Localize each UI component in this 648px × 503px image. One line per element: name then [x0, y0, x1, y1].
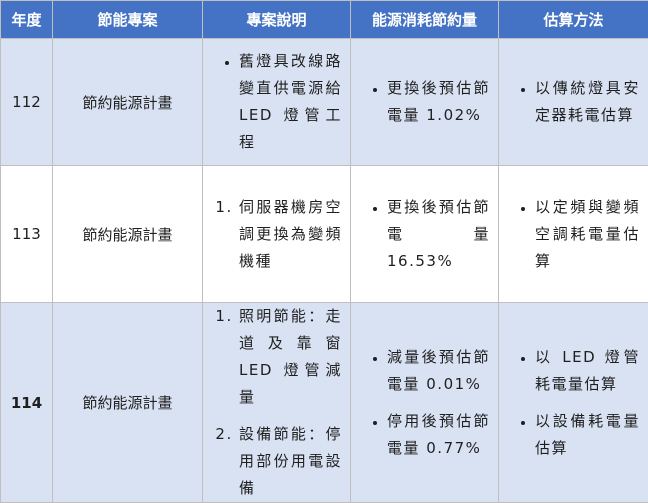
- description-cell: 照明節能：走道及靠窗 LED 燈管減量設備節能：停用部份用電設備: [203, 303, 351, 503]
- year-cell: 113: [1, 166, 53, 303]
- plan-cell: 節約能源計畫: [53, 303, 203, 503]
- header-cell: 專案說明: [203, 1, 351, 39]
- list-item: 更換後預估節電量 1.02%: [387, 75, 490, 129]
- header-row: 年度節能專案專案說明能源消耗節約量估算方法: [1, 1, 648, 39]
- list-item: 照明節能：走道及靠窗 LED 燈管減量: [239, 303, 342, 411]
- header-cell: 估算方法: [499, 1, 648, 39]
- list-item: 更換後預估節電量 16.53%: [387, 194, 490, 275]
- list: 伺服器機房空調更換為變頻機種: [203, 194, 350, 275]
- table-row: 112節約能源計畫舊燈具改線路變直供電源給 LED 燈管工程更換後預估節電量 1…: [1, 39, 648, 166]
- list-item: 以定頻與變頻空調耗電量估算: [535, 194, 640, 275]
- list-item: 以 LED 燈管耗電量估算: [535, 344, 640, 398]
- list-item: 舊燈具改線路變直供電源給 LED 燈管工程: [239, 48, 342, 156]
- list-item: 以傳統燈具安定器耗電估算: [535, 75, 640, 129]
- list: 減量後預估節電量 0.01% 停用後預估節電量 0.77%: [351, 344, 498, 462]
- header-cell: 能源消耗節約量: [351, 1, 499, 39]
- list-item: 停用後預估節電量 0.77%: [387, 408, 490, 462]
- list: 更換後預估節電量 1.02%: [351, 75, 498, 129]
- savings-cell: 減量後預估節電量 0.01% 停用後預估節電量 0.77%: [351, 303, 499, 503]
- method-cell: 以 LED 燈管耗電量估算以設備耗電量估算: [499, 303, 648, 503]
- plan-cell: 節約能源計畫: [53, 39, 203, 166]
- list: 以 LED 燈管耗電量估算以設備耗電量估算: [499, 344, 648, 462]
- table-row: 114節約能源計畫照明節能：走道及靠窗 LED 燈管減量設備節能：停用部份用電設…: [1, 303, 648, 503]
- table-row: 113節約能源計畫伺服器機房空調更換為變頻機種更換後預估節電量 16.53% 以定…: [1, 166, 648, 303]
- list: 以傳統燈具安定器耗電估算: [499, 75, 648, 129]
- list-item: 減量後預估節電量 0.01%: [387, 344, 490, 398]
- description-cell: 伺服器機房空調更換為變頻機種: [203, 166, 351, 303]
- list: 更換後預估節電量 16.53%: [351, 194, 498, 275]
- plan-cell: 節約能源計畫: [53, 166, 203, 303]
- savings-cell: 更換後預估節電量 16.53%: [351, 166, 499, 303]
- method-cell: 以傳統燈具安定器耗電估算: [499, 39, 648, 166]
- list-item: 伺服器機房空調更換為變頻機種: [239, 194, 342, 275]
- list-item: 以設備耗電量估算: [535, 408, 640, 462]
- list-item: 設備節能：停用部份用電設備: [239, 421, 342, 502]
- list: 以定頻與變頻空調耗電量估算: [499, 194, 648, 275]
- savings-cell: 更換後預估節電量 1.02%: [351, 39, 499, 166]
- year-cell: 112: [1, 39, 53, 166]
- method-cell: 以定頻與變頻空調耗電量估算: [499, 166, 648, 303]
- list: 舊燈具改線路變直供電源給 LED 燈管工程: [203, 48, 350, 156]
- header-cell: 年度: [1, 1, 53, 39]
- header-cell: 節能專案: [53, 1, 203, 39]
- list: 照明節能：走道及靠窗 LED 燈管減量設備節能：停用部份用電設備: [203, 303, 350, 502]
- description-cell: 舊燈具改線路變直供電源給 LED 燈管工程: [203, 39, 351, 166]
- year-cell: 114: [1, 303, 53, 503]
- table-body: 112節約能源計畫舊燈具改線路變直供電源給 LED 燈管工程更換後預估節電量 1…: [1, 39, 648, 503]
